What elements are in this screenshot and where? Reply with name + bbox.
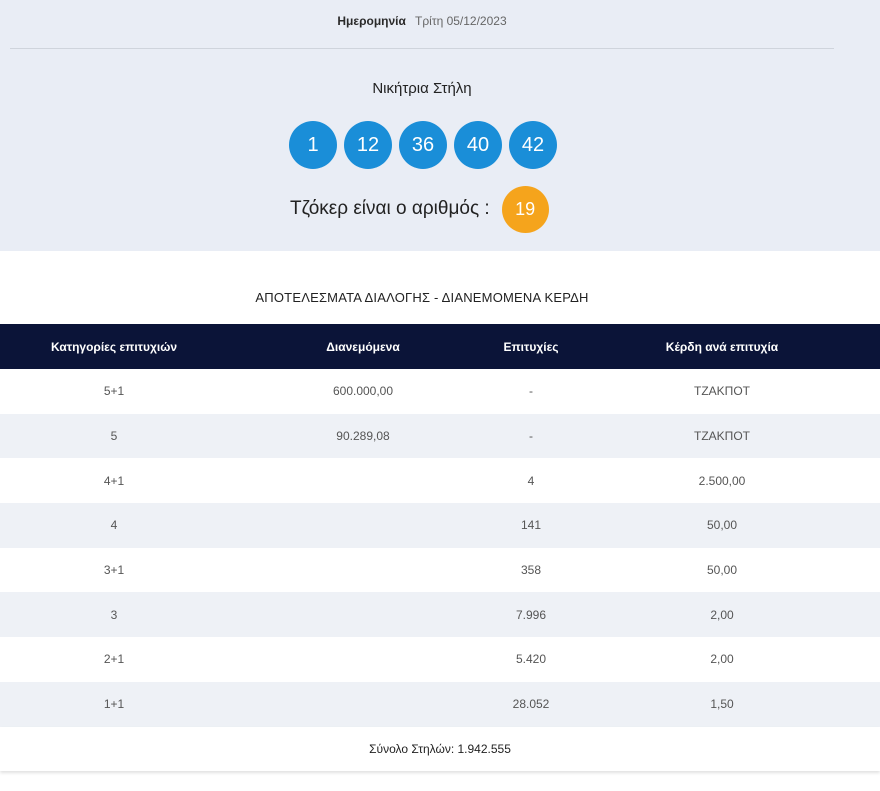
cell-prize: 2,00 bbox=[710, 652, 734, 667]
results-title: ΑΠΟΤΕΛΕΣΜΑΤΑ ΔΙΑΛΟΓΗΣ - ΔΙΑΝΕΜΟΜΕΝΑ ΚΕΡΔ… bbox=[255, 290, 589, 305]
cell-category: 3+1 bbox=[103, 563, 125, 578]
cell-category: 1+1 bbox=[103, 697, 125, 712]
results-table: Κατηγορίες επιτυχιών Διανεμόμενα Επιτυχί… bbox=[0, 324, 880, 727]
winning-column-title: Νικήτρια Στήλη bbox=[372, 80, 472, 97]
number-ball: 36 bbox=[399, 121, 447, 169]
cell-distributed: 600.000,00 bbox=[332, 384, 394, 399]
divider bbox=[10, 48, 834, 49]
cell-prize: ΤΖΑΚΠΟΤ bbox=[694, 429, 750, 444]
header-distributed: Διανεμόμενα bbox=[326, 339, 400, 354]
cell-category: 4 bbox=[110, 518, 118, 533]
cell-distributed bbox=[228, 458, 498, 503]
cell-winners: 4 bbox=[527, 473, 535, 488]
draw-info-panel: Ημερομηνία Τρίτη 05/12/2023 Νικήτρια Στή… bbox=[0, 0, 880, 251]
number-ball: 12 bbox=[344, 121, 392, 169]
header-category: Κατηγορίες επιτυχιών bbox=[50, 339, 178, 354]
cell-winners: - bbox=[529, 429, 533, 444]
cell-prize: ΤΖΑΚΠΟΤ bbox=[694, 384, 750, 399]
cell-distributed bbox=[228, 548, 498, 593]
date-value: Τρίτη 05/12/2023 bbox=[415, 14, 507, 28]
cell-distributed bbox=[228, 503, 498, 548]
cell-distributed bbox=[228, 682, 498, 727]
table-row: 5+1 600.000,00 - ΤΖΑΚΠΟΤ bbox=[0, 369, 880, 414]
joker-row: Τζόκερ είναι ο αριθμός : 19 bbox=[290, 185, 549, 233]
table-row: 4+1 4 2.500,00 bbox=[0, 458, 880, 504]
table-row: 2+1 5.420 2,00 bbox=[0, 637, 880, 682]
cell-category: 5+1 bbox=[103, 384, 125, 399]
cell-distributed bbox=[228, 592, 498, 637]
cell-winners: 141 bbox=[520, 518, 542, 533]
cell-prize: 50,00 bbox=[706, 563, 738, 578]
table-row: 3 7.996 2,00 bbox=[0, 592, 880, 638]
cell-prize: 2,00 bbox=[710, 607, 734, 622]
number-ball: 1 bbox=[289, 121, 337, 169]
cell-category: 3 bbox=[110, 607, 118, 622]
table-row: 4 141 50,00 bbox=[0, 503, 880, 548]
cell-distributed bbox=[228, 637, 498, 682]
cell-distributed: 90.289,08 bbox=[336, 429, 390, 444]
draw-date: Ημερομηνία Τρίτη 05/12/2023 bbox=[0, 14, 844, 28]
cell-prize: 1,50 bbox=[710, 697, 734, 712]
date-label: Ημερομηνία bbox=[337, 14, 406, 28]
cell-prize: 2.500,00 bbox=[698, 473, 746, 488]
total-columns: Σύνολο Στηλών: 1.942.555 bbox=[0, 727, 880, 771]
cell-category: 5 bbox=[110, 429, 118, 444]
table-row: 5 90.289,08 - ΤΖΑΚΠΟΤ bbox=[0, 413, 880, 459]
number-ball: 40 bbox=[454, 121, 502, 169]
cell-winners: 5.420 bbox=[515, 652, 547, 667]
header-prize-per-winner: Κέρδη ανά επιτυχία bbox=[665, 339, 779, 354]
cell-prize: 50,00 bbox=[706, 518, 738, 533]
cell-category: 4+1 bbox=[103, 473, 125, 488]
cell-winners: - bbox=[529, 384, 533, 399]
joker-ball: 19 bbox=[501, 185, 549, 233]
table-row: 3+1 358 50,00 bbox=[0, 547, 880, 593]
number-ball: 42 bbox=[509, 121, 557, 169]
cell-winners: 7.996 bbox=[515, 607, 547, 622]
winning-numbers: 1 12 36 40 42 bbox=[289, 121, 557, 169]
cell-category: 2+1 bbox=[103, 652, 125, 667]
cell-winners: 358 bbox=[520, 563, 542, 578]
table-row: 1+1 28.052 1,50 bbox=[0, 681, 880, 727]
header-winners: Επιτυχίες bbox=[503, 339, 559, 354]
joker-label: Τζόκερ είναι ο αριθμός : bbox=[290, 198, 490, 219]
cell-winners: 28.052 bbox=[512, 697, 550, 712]
table-header-row: Κατηγορίες επιτυχιών Διανεμόμενα Επιτυχί… bbox=[0, 324, 880, 369]
